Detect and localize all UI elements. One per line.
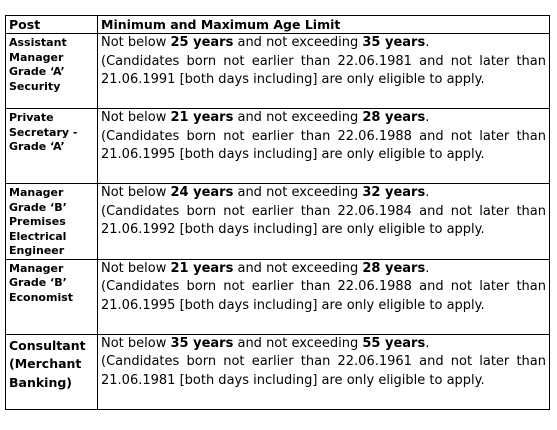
age-text: .	[425, 35, 430, 50]
age-cell: Not below 25 years and not exceeding 35 …	[97, 33, 550, 109]
age-cell: Not below 21 years and not exceeding 28 …	[97, 108, 550, 184]
age-text: and not exceeding	[233, 260, 363, 276]
eligibility-note: (Candidates born not earlier than 22.06.…	[101, 53, 546, 88]
age-text: and not exceeding	[233, 185, 363, 200]
age-text: and not exceeding	[233, 110, 363, 125]
table-body: Assistant Manager Grade ‘A’ Security Not …	[5, 33, 550, 410]
age-text: and not exceeding	[233, 335, 363, 351]
age-limit: Not below 21 years and not exceeding 28 …	[101, 109, 546, 128]
age-text: Not below	[101, 260, 171, 276]
age-text: Not below	[101, 335, 171, 351]
post-cell: Assistant Manager Grade ‘A’ Security	[5, 33, 98, 109]
age-table: Post Minimum and Maximum Age Limit Assis…	[5, 15, 550, 410]
post-cell: Consultant (Merchant Banking)	[5, 333, 98, 410]
header-row: Post Minimum and Maximum Age Limit	[5, 15, 550, 34]
age-text: 28 years	[362, 110, 426, 125]
eligibility-note: (Candidates born not earlier than 22.06.…	[101, 203, 546, 238]
age-text: 32 years	[362, 185, 426, 200]
age-limit: Not below 24 years and not exceeding 32 …	[101, 184, 546, 203]
eligibility-note: (Candidates born not earlier than 22.06.…	[101, 128, 546, 163]
age-text: .	[425, 335, 430, 351]
table-row: Consultant (Merchant Banking) Not below 3…	[5, 333, 550, 410]
age-text: 55 years	[362, 335, 426, 351]
table-row: Assistant Manager Grade ‘A’ Security Not …	[5, 33, 550, 109]
post-cell: Manager Grade ‘B’ Premises Electrical En…	[5, 183, 98, 260]
age-text: 25 years	[170, 35, 234, 50]
age-cell: Not below 21 years and not exceeding 28 …	[97, 258, 550, 335]
age-text: 21 years	[170, 260, 234, 276]
age-limit: Not below 25 years and not exceeding 35 …	[101, 34, 546, 53]
table-row: Private Secretary - Grade ‘A’ Not below 2…	[5, 108, 550, 184]
age-text: Not below	[101, 110, 171, 125]
age-text: 28 years	[362, 260, 426, 276]
eligibility-note: (Candidates born not earlier than 22.06.…	[101, 354, 546, 388]
header-cell: Post	[5, 15, 98, 34]
age-text: Not below	[101, 185, 171, 200]
age-text: .	[425, 185, 430, 200]
eligibility-note: (Candidates born not earlier than 22.06.…	[101, 279, 546, 313]
age-text: 35 years	[362, 35, 426, 50]
age-limit: Not below 21 years and not exceeding 28 …	[101, 260, 546, 279]
age-text: and not exceeding	[233, 35, 363, 50]
table-row: Manager Grade ‘B’ Economist Not below 21 …	[5, 258, 550, 335]
post-cell: Private Secretary - Grade ‘A’	[5, 108, 98, 184]
age-text: 24 years	[170, 185, 234, 200]
age-text: 21 years	[170, 110, 234, 125]
age-text: 35 years	[170, 335, 234, 351]
age-limit: Not below 35 years and not exceeding 55 …	[101, 335, 546, 354]
post-cell: Manager Grade ‘B’ Economist	[5, 258, 98, 335]
age-cell: Not below 24 years and not exceeding 32 …	[97, 183, 550, 260]
age-text: .	[425, 260, 430, 276]
table-row: Manager Grade ‘B’ Premises Electrical En…	[5, 183, 550, 260]
age-text: .	[425, 110, 430, 125]
age-text: Not below	[101, 35, 171, 50]
age-cell: Not below 35 years and not exceeding 55 …	[97, 333, 550, 410]
header-cell: Minimum and Maximum Age Limit	[97, 15, 550, 34]
